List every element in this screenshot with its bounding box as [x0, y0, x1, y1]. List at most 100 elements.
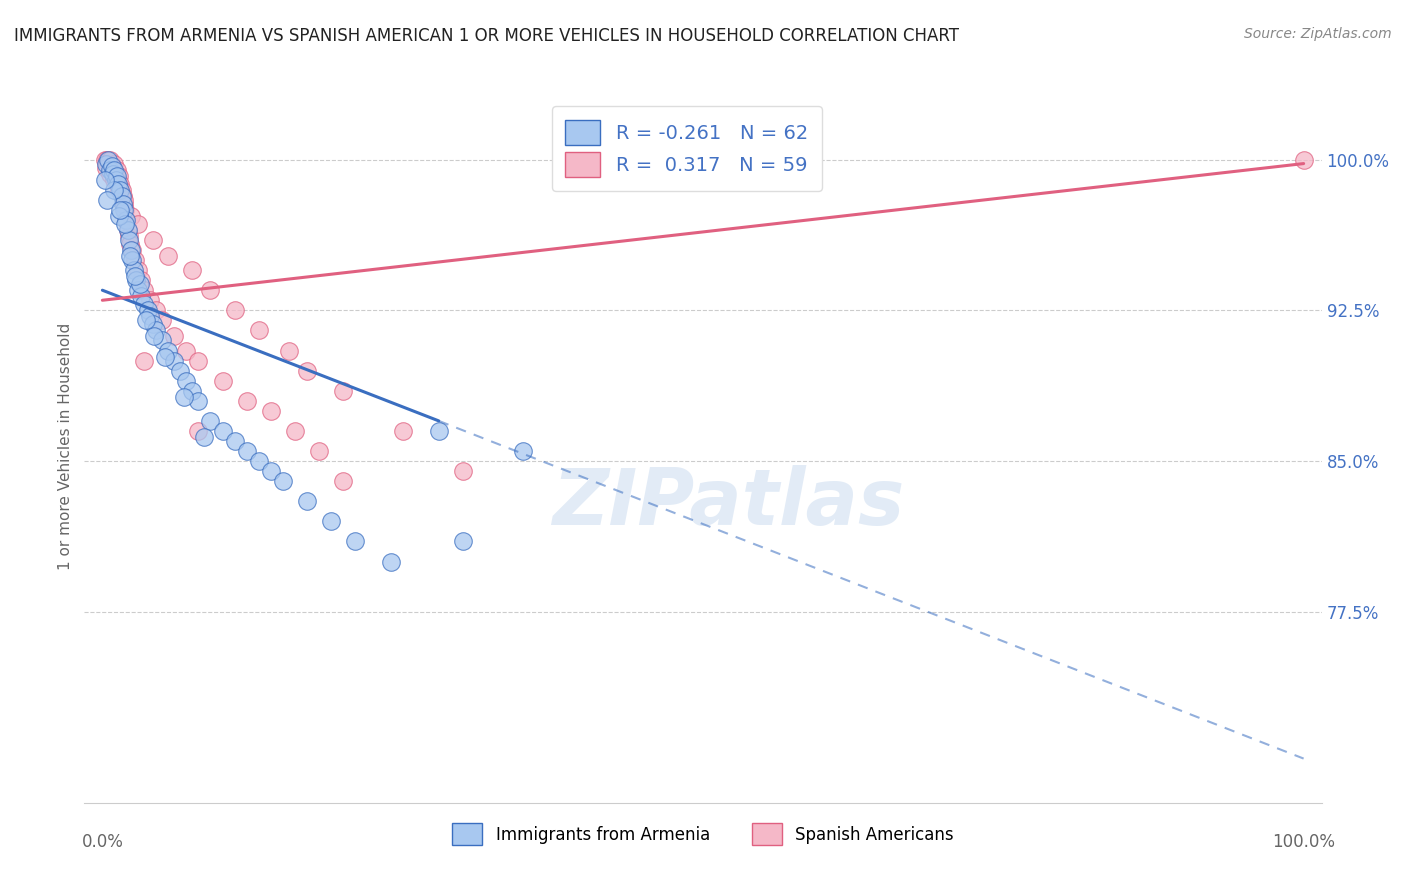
- Point: [118, 233, 141, 247]
- Point: [295, 494, 318, 508]
- Point: [98, 153, 121, 167]
- Point: [512, 444, 534, 458]
- Point: [107, 177, 129, 191]
- Point: [247, 454, 270, 468]
- Point: [332, 474, 354, 488]
- Point: [176, 374, 198, 388]
- Point: [111, 188, 134, 202]
- Point: [127, 217, 149, 231]
- Text: IMMIGRANTS FROM ARMENIA VS SPANISH AMERICAN 1 OR MORE VEHICLES IN HOUSEHOLD CORR: IMMIGRANTS FROM ARMENIA VS SPANISH AMERI…: [14, 27, 959, 45]
- Point: [101, 159, 124, 173]
- Point: [112, 202, 135, 217]
- Point: [110, 177, 132, 191]
- Point: [108, 169, 131, 183]
- Point: [200, 283, 222, 297]
- Point: [129, 273, 152, 287]
- Point: [1292, 153, 1315, 167]
- Point: [127, 283, 149, 297]
- Point: [153, 350, 176, 364]
- Point: [187, 424, 209, 438]
- Point: [117, 223, 139, 237]
- Point: [235, 393, 257, 408]
- Point: [112, 196, 135, 211]
- Point: [97, 153, 120, 167]
- Point: [136, 303, 159, 318]
- Point: [235, 444, 257, 458]
- Point: [139, 310, 162, 324]
- Y-axis label: 1 or more Vehicles in Household: 1 or more Vehicles in Household: [58, 322, 73, 570]
- Point: [115, 212, 138, 227]
- Point: [169, 363, 191, 377]
- Point: [114, 202, 136, 217]
- Point: [224, 434, 246, 448]
- Point: [122, 263, 145, 277]
- Point: [127, 263, 149, 277]
- Point: [259, 464, 281, 478]
- Point: [135, 313, 157, 327]
- Point: [103, 156, 125, 170]
- Point: [181, 263, 204, 277]
- Point: [277, 343, 299, 358]
- Point: [343, 534, 366, 549]
- Point: [187, 353, 209, 368]
- Point: [96, 193, 118, 207]
- Point: [110, 183, 132, 197]
- Point: [134, 283, 156, 297]
- Point: [104, 167, 127, 181]
- Point: [94, 161, 117, 175]
- Point: [142, 233, 165, 247]
- Point: [98, 162, 121, 177]
- Point: [103, 172, 125, 186]
- Point: [98, 167, 121, 181]
- Point: [97, 156, 120, 170]
- Point: [163, 353, 186, 368]
- Point: [118, 237, 141, 252]
- Point: [200, 414, 222, 428]
- Point: [94, 153, 117, 167]
- Point: [181, 384, 204, 398]
- Point: [380, 555, 402, 569]
- Point: [152, 313, 174, 327]
- Text: Source: ZipAtlas.com: Source: ZipAtlas.com: [1244, 27, 1392, 41]
- Point: [134, 353, 156, 368]
- Text: 0.0%: 0.0%: [82, 833, 124, 851]
- Point: [120, 243, 142, 257]
- Point: [124, 269, 146, 284]
- Point: [259, 404, 281, 418]
- Point: [103, 183, 125, 197]
- Point: [193, 430, 215, 444]
- Point: [173, 390, 195, 404]
- Point: [100, 162, 122, 177]
- Point: [105, 162, 128, 177]
- Point: [211, 424, 233, 438]
- Point: [391, 424, 413, 438]
- Point: [157, 249, 180, 263]
- Point: [128, 277, 150, 292]
- Point: [295, 363, 318, 377]
- Point: [145, 323, 167, 337]
- Point: [110, 188, 132, 202]
- Point: [118, 249, 141, 263]
- Text: ZIPatlas: ZIPatlas: [551, 465, 904, 541]
- Point: [96, 153, 118, 167]
- Point: [125, 273, 148, 287]
- Point: [110, 183, 132, 197]
- Point: [120, 209, 142, 223]
- Point: [118, 229, 141, 244]
- Point: [104, 172, 127, 186]
- Point: [284, 424, 307, 438]
- Point: [117, 223, 139, 237]
- Point: [108, 183, 131, 197]
- Point: [121, 243, 143, 257]
- Point: [110, 202, 132, 217]
- Point: [107, 172, 129, 186]
- Point: [94, 172, 117, 186]
- Point: [176, 343, 198, 358]
- Point: [308, 444, 330, 458]
- Point: [108, 209, 131, 223]
- Legend: Immigrants from Armenia, Spanish Americans: Immigrants from Armenia, Spanish America…: [446, 817, 960, 852]
- Point: [451, 534, 474, 549]
- Point: [129, 289, 152, 303]
- Point: [101, 159, 124, 173]
- Point: [111, 196, 134, 211]
